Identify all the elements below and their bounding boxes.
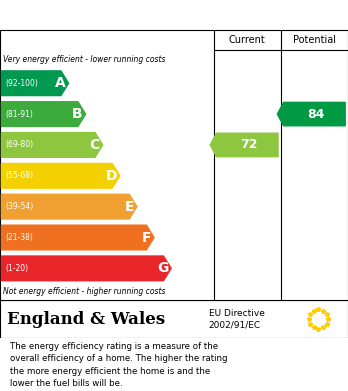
Polygon shape: [1, 256, 171, 281]
Polygon shape: [1, 163, 120, 188]
Text: A: A: [55, 76, 66, 90]
Text: (39-54): (39-54): [6, 202, 34, 211]
Text: (55-68): (55-68): [6, 171, 34, 180]
Text: 84: 84: [308, 108, 325, 120]
Text: (92-100): (92-100): [6, 79, 38, 88]
Polygon shape: [210, 133, 278, 157]
Polygon shape: [277, 102, 345, 126]
Text: EU Directive
2002/91/EC: EU Directive 2002/91/EC: [209, 308, 265, 329]
Text: England & Wales: England & Wales: [7, 310, 165, 328]
Text: C: C: [90, 138, 100, 152]
Text: Not energy efficient - higher running costs: Not energy efficient - higher running co…: [3, 287, 166, 296]
Text: Current: Current: [229, 35, 266, 45]
Text: 72: 72: [240, 138, 258, 151]
Text: Very energy efficient - lower running costs: Very energy efficient - lower running co…: [3, 54, 166, 63]
Text: E: E: [125, 200, 134, 213]
Text: (69-80): (69-80): [6, 140, 34, 149]
Text: F: F: [142, 231, 151, 244]
Polygon shape: [1, 225, 154, 250]
Text: G: G: [157, 261, 168, 275]
Text: Energy Efficiency Rating: Energy Efficiency Rating: [7, 7, 217, 23]
Polygon shape: [1, 133, 103, 157]
Text: The energy efficiency rating is a measure of the
overall efficiency of a home. T: The energy efficiency rating is a measur…: [10, 342, 228, 388]
Text: D: D: [105, 169, 117, 183]
Polygon shape: [1, 194, 137, 219]
Text: Potential: Potential: [293, 35, 336, 45]
Text: (81-91): (81-91): [6, 109, 33, 118]
Polygon shape: [1, 102, 86, 126]
Text: (1-20): (1-20): [6, 264, 29, 273]
Text: (21-38): (21-38): [6, 233, 33, 242]
Polygon shape: [1, 71, 69, 95]
Text: B: B: [72, 107, 83, 121]
